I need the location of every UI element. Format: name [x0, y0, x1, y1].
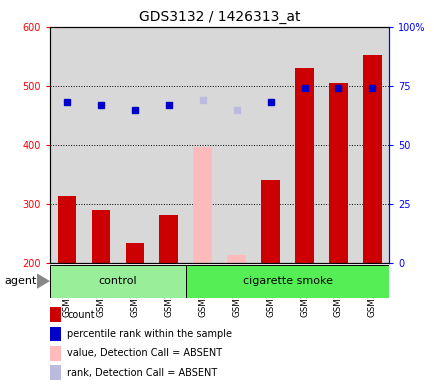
Bar	[287, 27, 321, 263]
Bar	[50, 327, 61, 341]
Bar	[261, 180, 279, 263]
Bar	[50, 265, 185, 298]
Text: percentile rank within the sample: percentile rank within the sample	[67, 329, 232, 339]
Bar	[321, 27, 355, 263]
Bar	[227, 255, 245, 263]
Bar	[329, 83, 347, 263]
Bar	[50, 27, 84, 263]
Bar	[253, 27, 287, 263]
Text: value, Detection Call = ABSENT: value, Detection Call = ABSENT	[67, 348, 222, 358]
Bar	[185, 27, 219, 263]
Text: rank, Detection Call = ABSENT: rank, Detection Call = ABSENT	[67, 368, 217, 378]
Bar	[125, 243, 144, 263]
Bar	[159, 215, 178, 263]
Bar	[50, 366, 61, 380]
Bar	[362, 55, 381, 263]
Bar	[295, 68, 313, 263]
Bar	[92, 210, 110, 263]
Bar	[219, 27, 253, 263]
Text: control: control	[99, 276, 137, 286]
Text: agent: agent	[4, 276, 36, 286]
Bar	[84, 27, 118, 263]
Text: count: count	[67, 310, 95, 319]
Bar	[50, 346, 61, 361]
Bar	[118, 27, 151, 263]
Polygon shape	[37, 273, 50, 289]
Text: cigarette smoke: cigarette smoke	[242, 276, 332, 286]
Bar	[58, 196, 76, 263]
Bar	[50, 307, 61, 322]
Bar	[355, 27, 388, 263]
Bar	[193, 147, 211, 263]
Bar	[151, 27, 185, 263]
Title: GDS3132 / 1426313_at: GDS3132 / 1426313_at	[138, 10, 300, 25]
Bar	[185, 265, 388, 298]
